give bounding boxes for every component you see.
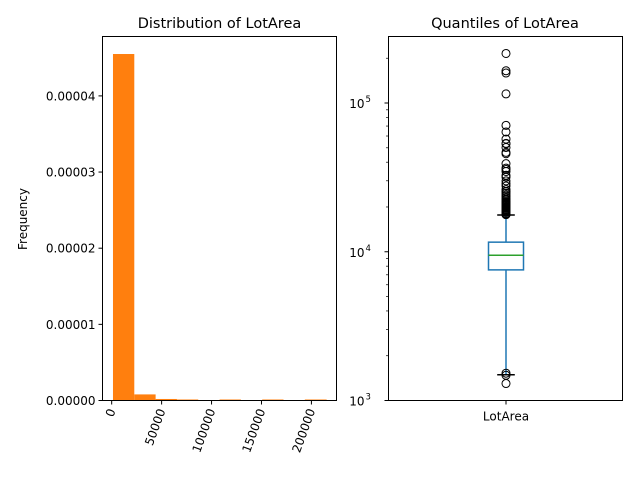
- boxplot-x-tick-label: LotArea: [483, 410, 529, 424]
- outlier-point: [501, 149, 511, 159]
- histogram-frame: [102, 36, 337, 401]
- boxplot-y-tick-exponent: 5: [366, 95, 371, 105]
- boxplot-x-axis: LotArea: [483, 400, 529, 424]
- interquartile-box: [487, 241, 525, 271]
- outlier-point: [501, 127, 511, 137]
- outlier-point: [501, 210, 511, 220]
- outlier-point: [501, 181, 511, 191]
- histogram-y-tick-label: 0.00004: [46, 89, 96, 103]
- boxplot-y-tick-label: 10: [349, 246, 364, 260]
- outlier-point: [501, 368, 511, 378]
- histogram-bar: [134, 394, 156, 401]
- boxplot: [487, 48, 525, 389]
- outlier-point: [501, 66, 511, 76]
- boxplot-y-tick-exponent: 4: [366, 244, 371, 254]
- outlier-point: [501, 172, 511, 182]
- histogram-y-tick-label: 0.00000: [46, 394, 96, 408]
- boxplot-y-tick-label: 10: [349, 395, 364, 409]
- outlier-point: [501, 370, 511, 380]
- histogram-y-axis-label: Frequency: [16, 188, 30, 250]
- outlier-point: [501, 142, 511, 152]
- outlier-point: [501, 176, 511, 186]
- outlier-point: [501, 166, 511, 176]
- outlier-point: [501, 89, 511, 99]
- histogram-bar: [155, 398, 177, 401]
- outlier-point: [501, 120, 511, 130]
- outlier-point: [501, 139, 511, 149]
- histogram-panel: Distribution of LotArea 0.000000.000010.…: [16, 16, 337, 455]
- boxplot-title: Quantiles of LotArea: [431, 16, 579, 32]
- histogram-y-axis: 0.00000 0.00001 0.00002 0.00003 0.00004: [46, 89, 103, 408]
- histogram-y-tick-label: 0.00002: [46, 242, 96, 256]
- histogram-y-tick-label: 0.00001: [46, 318, 96, 332]
- histogram-bar: [112, 54, 135, 401]
- histogram-title: Distribution of LotArea: [138, 16, 302, 32]
- boxplot-y-tick-exponent: 3: [366, 393, 371, 403]
- boxplot-y-tick-label: 10: [349, 97, 364, 111]
- histogram-x-tick-label: 0: [103, 407, 119, 419]
- histogram-y-tick-label: 0.00003: [46, 166, 96, 180]
- outlier-point: [501, 48, 511, 58]
- outlier-point: [501, 68, 511, 78]
- boxplot-frame: [388, 36, 623, 401]
